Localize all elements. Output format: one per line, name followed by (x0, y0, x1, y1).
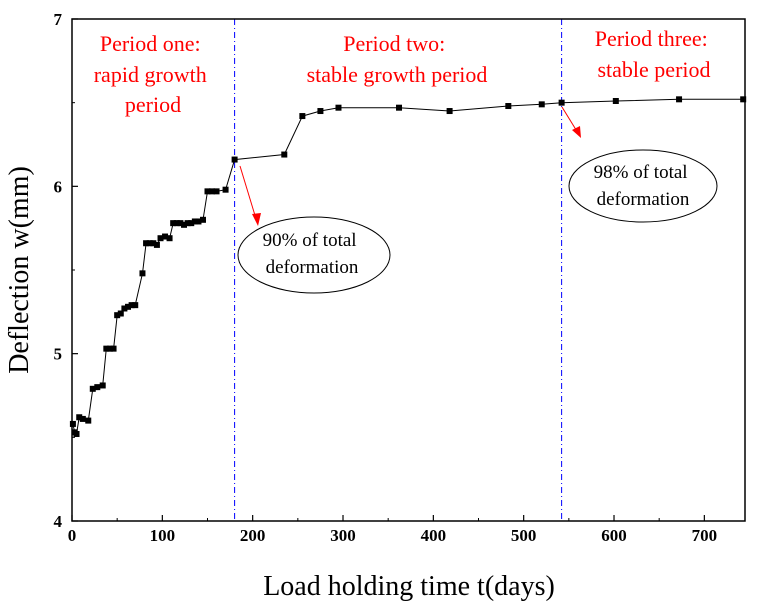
data-point (117, 310, 124, 317)
data-point (125, 303, 132, 310)
data-point (94, 384, 101, 391)
data-point (184, 220, 191, 227)
data-point (99, 382, 106, 389)
annotation-arrow-90 (239, 165, 258, 223)
data-series (69, 96, 747, 437)
data-point (173, 220, 180, 227)
period-two-label: Period two: stable growth period (307, 31, 488, 87)
arrowhead-icon (572, 126, 581, 138)
data-point (110, 345, 117, 352)
data-point (177, 220, 184, 227)
data-point (396, 104, 403, 111)
data-point (740, 96, 747, 103)
data-point (538, 101, 545, 108)
data-point (213, 188, 220, 195)
series-markers (69, 96, 747, 437)
period-one-label: Period one: rapid growth period (94, 31, 213, 117)
data-point (132, 302, 139, 309)
y-axis-ticks: 4 5 6 7 (54, 10, 78, 531)
data-point (146, 240, 153, 247)
x-axis-ticks: 0 100 200 300 400 500 600 700 (68, 515, 717, 545)
data-point (181, 221, 188, 228)
period-labels: Period one: rapid growth period Period t… (94, 26, 714, 117)
data-point (505, 103, 512, 110)
data-point (114, 312, 121, 319)
data-point (299, 113, 306, 120)
data-point (89, 385, 96, 392)
data-point (85, 417, 92, 424)
x-tick-label: 700 (692, 526, 718, 545)
x-tick-label: 300 (330, 526, 356, 545)
data-point (106, 345, 113, 352)
data-point (281, 151, 288, 158)
x-tick-label: 100 (150, 526, 176, 545)
data-point (121, 305, 128, 312)
data-point (73, 430, 80, 437)
y-axis-label: Deflection w(mm) (4, 166, 35, 374)
data-point (76, 414, 83, 421)
data-point (222, 186, 229, 193)
x-tick-label: 0 (68, 526, 77, 545)
data-point (191, 218, 198, 225)
data-point (150, 240, 157, 247)
data-point (128, 302, 135, 309)
annotation-ellipse-90 (237, 216, 391, 294)
data-point (558, 99, 565, 106)
data-point (317, 108, 324, 115)
x-tick-label: 500 (511, 526, 537, 545)
data-point (209, 188, 216, 195)
annotation-98: 98% of total deformation (561, 106, 718, 223)
annotation-text-90: 90% of total deformation (263, 230, 362, 278)
data-point (188, 220, 195, 227)
data-point (204, 188, 211, 195)
data-point (139, 270, 146, 277)
y-tick-label: 5 (54, 345, 63, 364)
data-point (612, 97, 619, 104)
annotation-text-98: 98% of total deformation (594, 162, 693, 210)
data-point (446, 108, 453, 115)
y-tick-label: 4 (54, 512, 63, 531)
y-tick-label: 7 (54, 10, 63, 29)
arrowhead-icon (252, 213, 261, 226)
x-tick-label: 200 (240, 526, 266, 545)
series-line (72, 98, 744, 436)
data-point (170, 220, 177, 227)
data-point (153, 241, 160, 248)
y-tick-label: 6 (54, 177, 63, 196)
data-point (162, 233, 169, 240)
annotation-ellipse-98 (568, 149, 718, 223)
data-point (195, 218, 202, 225)
data-point (143, 240, 150, 247)
x-axis-label: Load holding time t(days) (263, 571, 555, 602)
data-point (231, 156, 238, 163)
x-tick-label: 600 (601, 526, 627, 545)
data-point (69, 420, 76, 427)
data-point (199, 216, 206, 223)
data-point (676, 96, 683, 103)
x-tick-label: 400 (421, 526, 447, 545)
data-point (335, 104, 342, 111)
data-point (157, 235, 164, 242)
annotation-90: 90% of total deformation (237, 165, 391, 294)
data-point (79, 415, 86, 422)
period-three-label: Period three: stable period (595, 26, 714, 82)
data-point (166, 235, 173, 242)
data-point (103, 345, 110, 352)
